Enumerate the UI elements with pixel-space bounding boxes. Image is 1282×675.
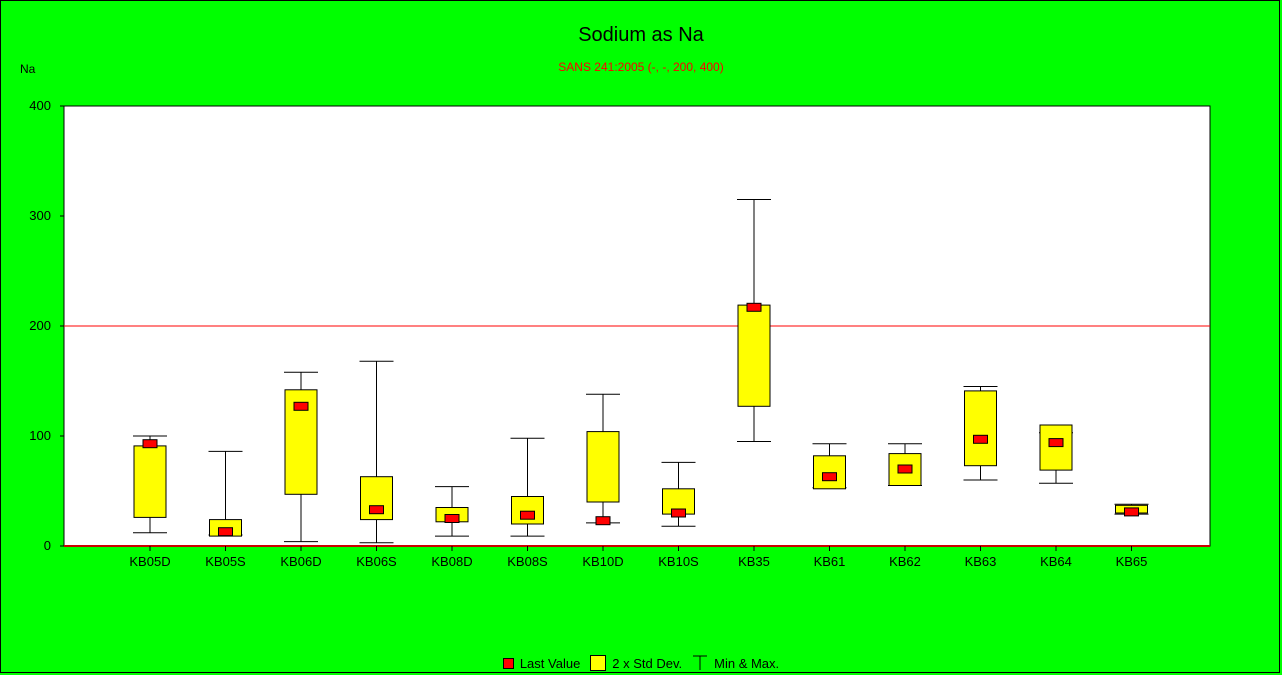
last-value-marker — [973, 434, 988, 444]
y-tick-label: 400 — [29, 98, 51, 113]
last-value-marker — [897, 464, 913, 474]
last-value-marker — [218, 527, 233, 537]
x-tick-label: KB05D — [129, 554, 170, 569]
last-value-marker — [822, 472, 837, 482]
x-tick-label: KB10S — [658, 554, 699, 569]
x-tick-label: KB35 — [738, 554, 770, 569]
legend-swatch-min-max — [693, 655, 708, 670]
x-tick-label: KB06S — [356, 554, 397, 569]
legend: Last Value 2 x Std Dev. Min & Max. — [0, 655, 1282, 671]
x-tick-label: KB65 — [1116, 554, 1148, 569]
last-value-marker — [293, 401, 309, 411]
x-tick-label: KB06D — [280, 554, 321, 569]
x-tick-label: KB08D — [431, 554, 472, 569]
last-value-marker — [1124, 507, 1139, 517]
std-dev-box — [964, 390, 997, 467]
last-value-marker — [1048, 438, 1064, 448]
x-tick-label: KB62 — [889, 554, 921, 569]
y-axis-label: Na — [20, 62, 36, 76]
y-tick-label: 0 — [44, 538, 51, 553]
x-tick-label: KB63 — [965, 554, 997, 569]
std-dev-box — [737, 304, 771, 407]
legend-label-std-dev: 2 x Std Dev. — [612, 655, 683, 671]
y-tick-label: 100 — [29, 428, 51, 443]
legend-item-last-value: Last Value — [502, 655, 581, 671]
last-value-marker — [671, 508, 686, 518]
last-value-marker — [520, 510, 535, 520]
legend-swatch-std-dev — [590, 655, 607, 671]
chart-title: Sodium as Na — [578, 24, 704, 46]
std-dev-box — [133, 445, 167, 518]
last-value-marker — [369, 505, 384, 515]
std-dev-box — [586, 431, 620, 503]
x-tick-label: KB64 — [1040, 554, 1072, 569]
legend-label-min-max: Min & Max. — [714, 655, 780, 671]
legend-item-std-dev: 2 x Std Dev. — [590, 655, 682, 671]
last-value-marker — [142, 439, 158, 449]
x-tick-label: KB10D — [582, 554, 623, 569]
std-dev-box — [511, 496, 544, 525]
x-tick-label: KB08S — [507, 554, 548, 569]
y-tick-label: 300 — [29, 208, 51, 223]
y-tick-label: 200 — [29, 318, 51, 333]
std-dev-box — [1039, 424, 1073, 471]
last-value-marker — [444, 514, 460, 523]
std-dev-box — [888, 453, 922, 487]
last-value-marker — [595, 516, 611, 526]
x-tick-label: KB05S — [205, 554, 246, 569]
legend-swatch-last-value — [502, 657, 514, 669]
chart-subtitle: SANS 241:2005 (-, -, 200, 400) — [558, 60, 724, 74]
last-value-marker — [746, 302, 762, 312]
legend-item-min-max: Min & Max. — [692, 655, 779, 671]
legend-label-last-value: Last Value — [519, 655, 581, 671]
x-tick-label: KB61 — [814, 554, 846, 569]
